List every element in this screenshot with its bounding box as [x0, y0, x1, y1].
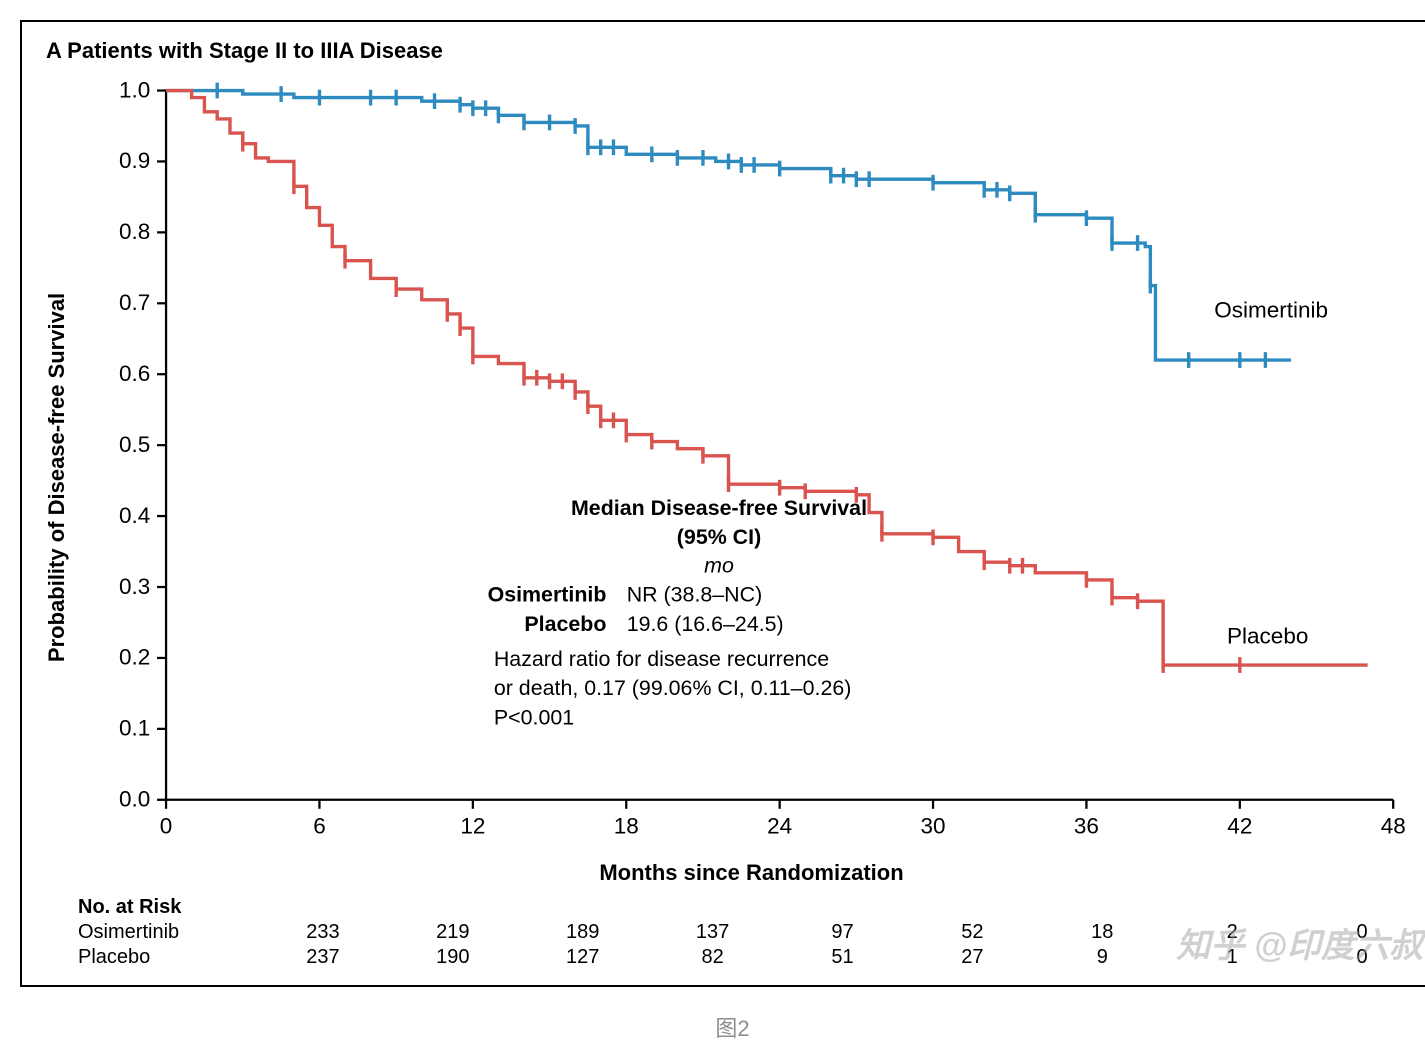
risk-table: No. at Risk Osimertinib23321918913797521…	[38, 896, 1425, 969]
risk-value: 9	[1037, 946, 1167, 969]
svg-text:6: 6	[313, 814, 326, 839]
risk-value: 2	[1167, 921, 1297, 944]
chart-panel: A Patients with Stage II to IIIA Disease…	[20, 20, 1425, 987]
svg-text:0.9: 0.9	[119, 148, 150, 173]
risk-value: 97	[778, 921, 908, 944]
risk-row-name: Placebo	[38, 946, 258, 969]
risk-value: 219	[388, 921, 518, 944]
risk-value: 137	[648, 921, 778, 944]
svg-text:0.2: 0.2	[119, 645, 150, 670]
svg-text:12: 12	[460, 814, 485, 839]
risk-value: 190	[388, 946, 518, 969]
svg-text:0.8: 0.8	[119, 219, 150, 244]
risk-row-name: Osimertinib	[38, 921, 258, 944]
km-plot: 0.0 0.1 0.2 0.3 0.4 0.5 0.6 0.7 0.8 0.9 1.0 0 6 12 18 2…	[76, 68, 1425, 856]
svg-text:1.0: 1.0	[119, 77, 150, 102]
risk-value: 27	[907, 946, 1037, 969]
risk-value: 189	[518, 921, 648, 944]
risk-value: 0	[1297, 946, 1425, 969]
svg-text:0: 0	[160, 814, 173, 839]
svg-text:30: 30	[921, 814, 946, 839]
svg-text:48: 48	[1381, 814, 1406, 839]
svg-text:36: 36	[1074, 814, 1099, 839]
svg-text:18: 18	[614, 814, 639, 839]
stats-title: Median Disease-free Survival	[460, 495, 978, 524]
risk-value: 237	[258, 946, 388, 969]
svg-text:0.4: 0.4	[119, 503, 150, 528]
svg-text:0.3: 0.3	[119, 574, 150, 599]
stats-unit: mo	[460, 553, 978, 582]
svg-text:42: 42	[1227, 814, 1252, 839]
risk-value: 233	[258, 921, 388, 944]
risk-value: 82	[648, 946, 778, 969]
stats-subtitle: (95% CI)	[460, 524, 978, 553]
series-label-placebo: Placebo	[1227, 624, 1308, 649]
risk-value: 52	[907, 921, 1037, 944]
panel-label: A Patients with Stage II to IIIA Disease	[46, 38, 1425, 64]
risk-value: 1	[1167, 946, 1297, 969]
risk-value: 51	[778, 946, 908, 969]
svg-text:0.7: 0.7	[119, 290, 150, 315]
figure-caption: 图2	[20, 1011, 1425, 1043]
svg-text:0.6: 0.6	[119, 361, 150, 386]
risk-row: Osimertinib23321918913797521820	[38, 921, 1425, 944]
y-axis-label: Probability of Disease-free Survival	[38, 68, 76, 886]
svg-text:0.1: 0.1	[119, 716, 150, 741]
series-label-osimertinib: Osimertinib	[1214, 297, 1328, 322]
svg-text:0.5: 0.5	[119, 432, 150, 457]
risk-row: Placebo237190127825127910	[38, 946, 1425, 969]
hazard-text: Hazard ratio for disease recurrence or d…	[460, 646, 978, 733]
risk-table-title: No. at Risk	[78, 896, 1425, 919]
x-axis-label: Months since Randomization	[76, 860, 1425, 886]
risk-value: 0	[1297, 921, 1425, 944]
series-osimertinib	[166, 91, 1291, 361]
svg-text:0.0: 0.0	[119, 787, 150, 812]
svg-text:24: 24	[767, 814, 792, 839]
figure-container: A Patients with Stage II to IIIA Disease…	[20, 20, 1425, 1043]
risk-value: 127	[518, 946, 648, 969]
stats-box: Median Disease-free Survival(95% CI)moOs…	[460, 495, 978, 733]
risk-value: 18	[1037, 921, 1167, 944]
